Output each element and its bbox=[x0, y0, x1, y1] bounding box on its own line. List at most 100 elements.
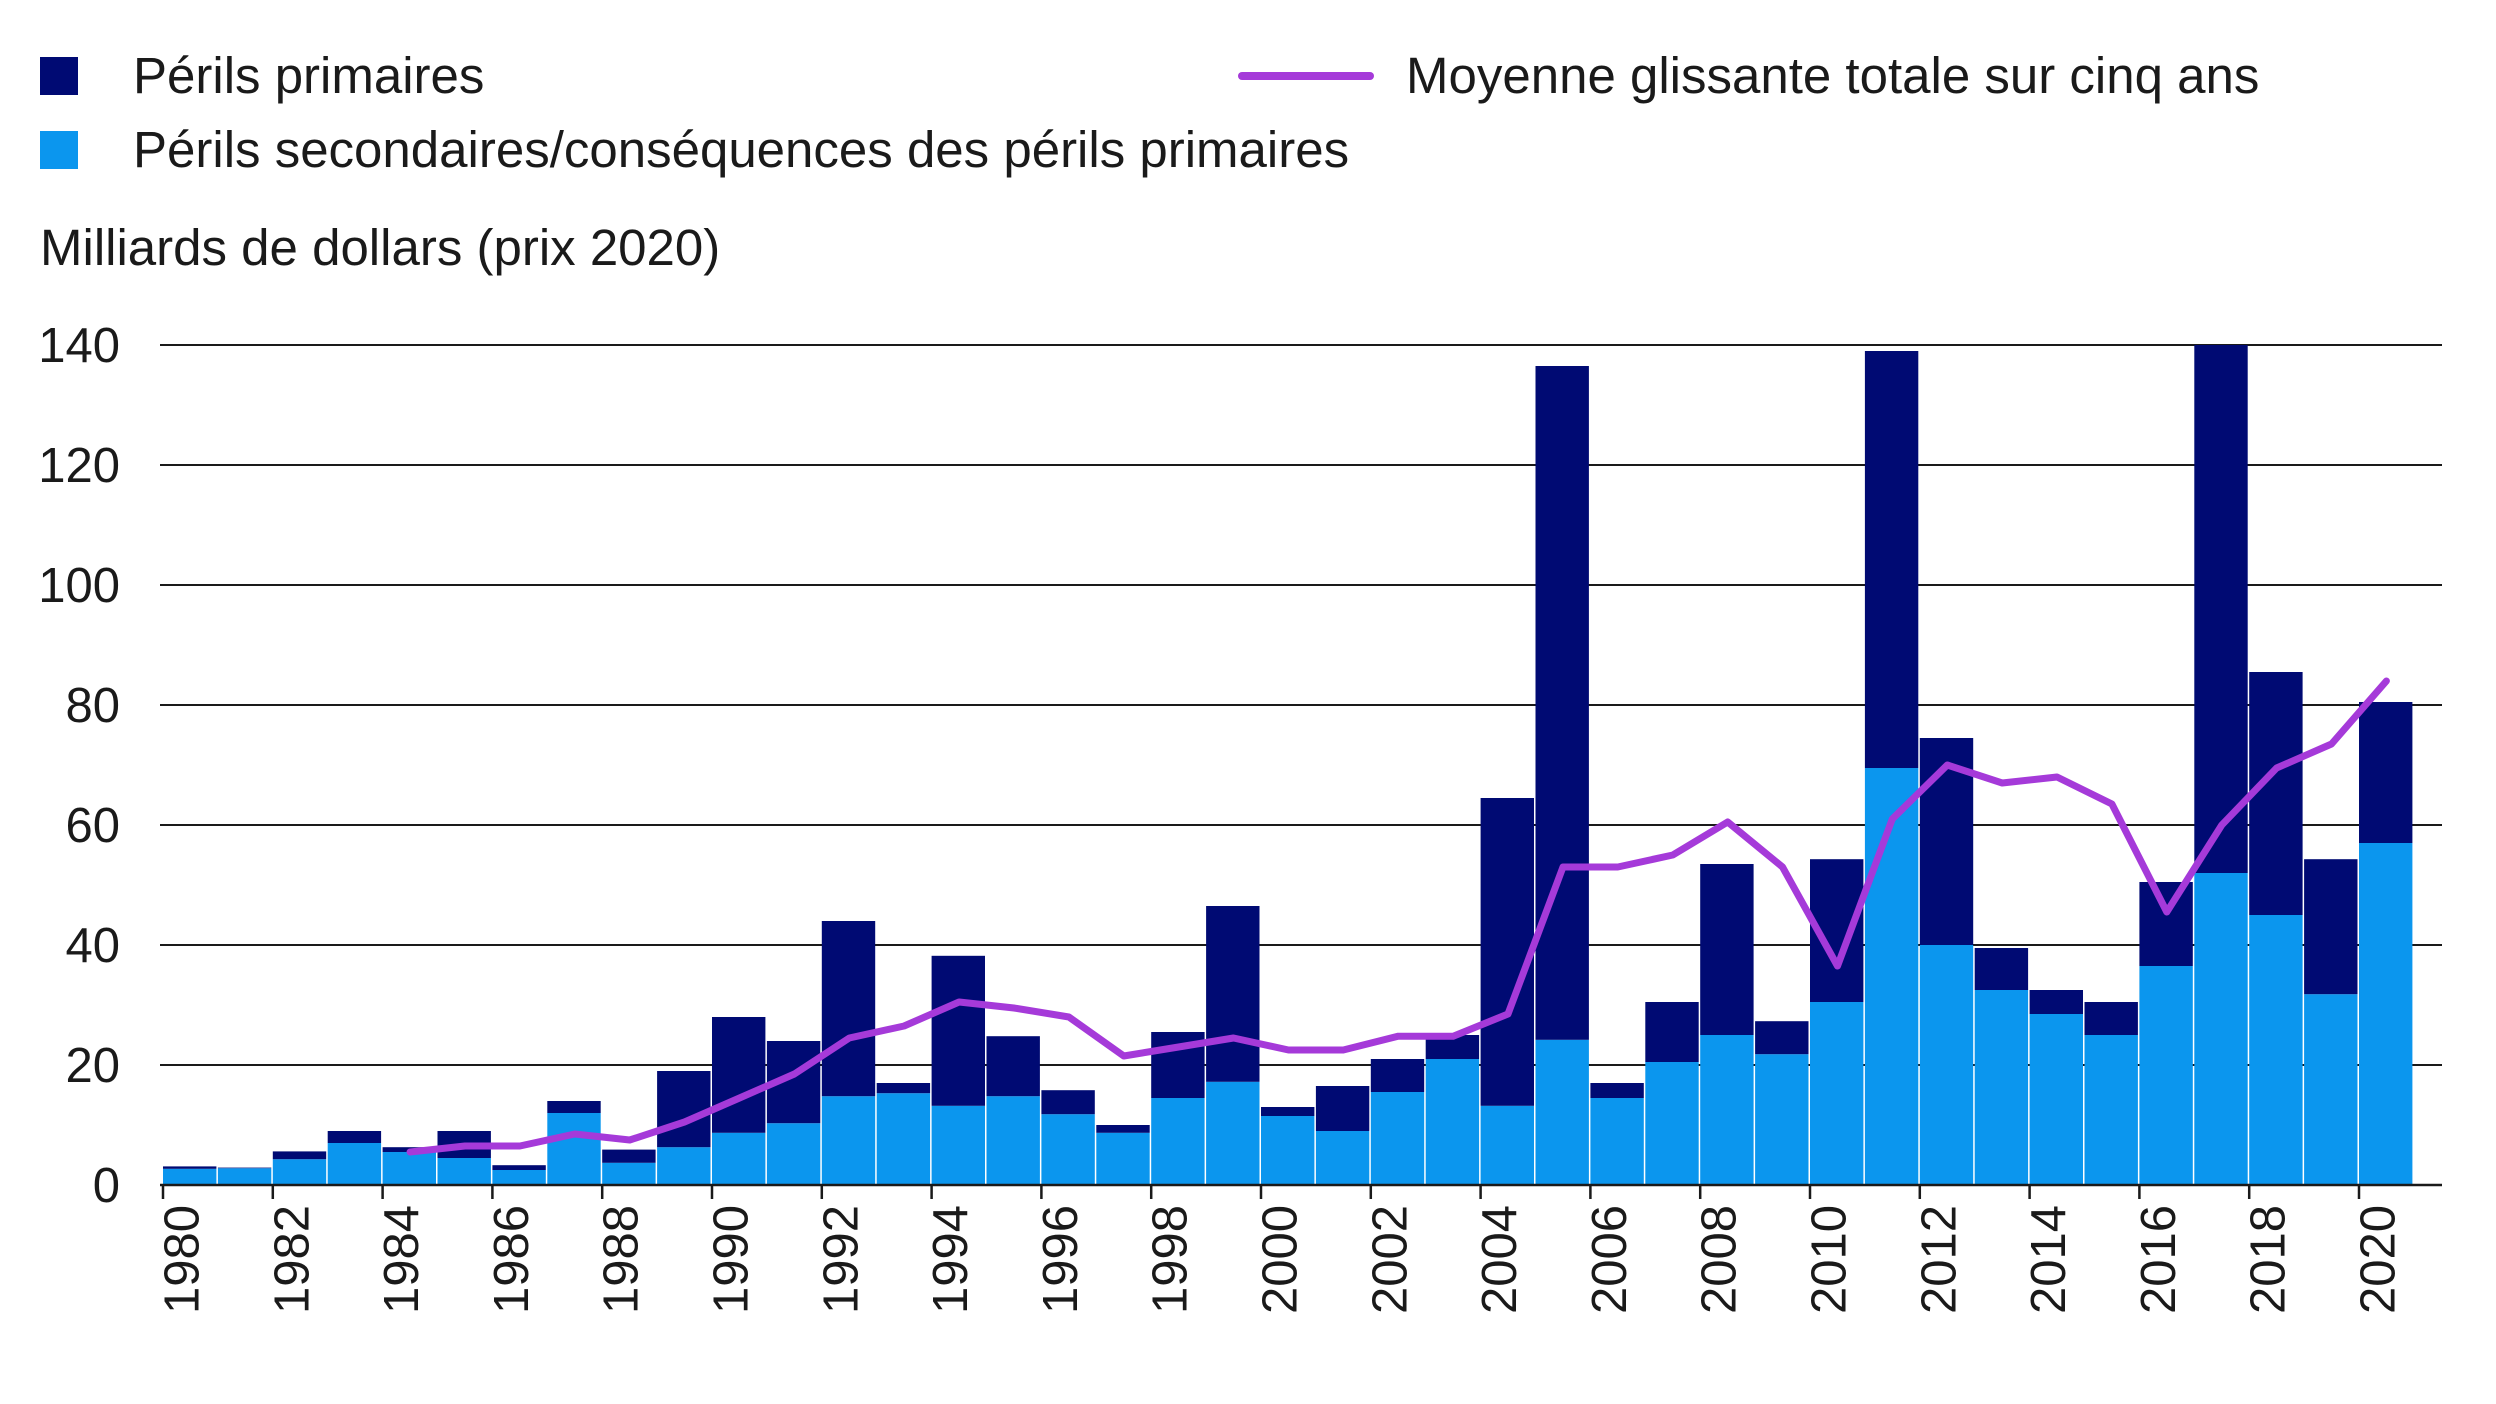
legend-label-primary: Périls primaires bbox=[133, 47, 485, 104]
bar-primary bbox=[217, 1167, 272, 1169]
legend-swatch-average bbox=[1238, 71, 1374, 80]
bar-secondary bbox=[1041, 1114, 1095, 1185]
bar-secondary bbox=[217, 1168, 272, 1185]
bar-primary bbox=[821, 921, 876, 1097]
bar-primary bbox=[1096, 1125, 1150, 1133]
bar-primary bbox=[1645, 1002, 1699, 1062]
x-tick-label: 1988 bbox=[595, 1205, 649, 1314]
y-tick-label: 40 bbox=[65, 919, 120, 973]
bar-secondary bbox=[1151, 1098, 1205, 1185]
bar-secondary bbox=[766, 1123, 821, 1185]
x-tick-label: 2018 bbox=[2242, 1205, 2296, 1314]
bar-primary bbox=[1974, 948, 2029, 990]
bar-secondary bbox=[382, 1152, 436, 1185]
bar-primary bbox=[2029, 990, 2083, 1014]
bar-secondary bbox=[1810, 1002, 1864, 1185]
x-tick-label: 2010 bbox=[1802, 1205, 1856, 1314]
bar-primary bbox=[2139, 882, 2193, 966]
bar-secondary bbox=[1480, 1105, 1534, 1185]
x-tick-label: 1986 bbox=[485, 1205, 539, 1314]
bar-primary bbox=[272, 1151, 327, 1160]
y-tick-label: 0 bbox=[93, 1159, 120, 1213]
bar-secondary bbox=[1590, 1098, 1644, 1185]
bar-secondary bbox=[2249, 915, 2303, 1185]
y-axis-label: Milliards de dollars (prix 2020) bbox=[40, 219, 721, 276]
bar-secondary bbox=[2359, 843, 2413, 1185]
x-tick-label: 1992 bbox=[814, 1205, 868, 1314]
bar-primary bbox=[1864, 351, 1919, 768]
bar-secondary bbox=[1700, 1035, 1754, 1185]
x-tick-label: 1994 bbox=[924, 1205, 978, 1314]
bar-primary bbox=[712, 1017, 766, 1133]
x-tick-label: 2008 bbox=[1693, 1205, 1747, 1314]
bar-primary bbox=[492, 1165, 546, 1170]
legend-primary: Périls primaires bbox=[40, 46, 484, 105]
y-tick-label: 80 bbox=[65, 679, 120, 733]
bar-primary bbox=[1370, 1059, 1425, 1092]
bar-secondary bbox=[986, 1096, 1040, 1185]
legend-label-average: Moyenne glissante totale sur cinq ans bbox=[1406, 47, 2260, 104]
bar-secondary bbox=[1206, 1081, 1260, 1185]
legend-label-secondary: Périls secondaires/conséquences des péri… bbox=[133, 121, 1350, 178]
y-tick-label: 20 bbox=[65, 1039, 120, 1093]
bar-primary bbox=[2359, 702, 2413, 843]
x-tick-label: 2004 bbox=[1473, 1205, 1527, 1314]
x-tick-label: 1980 bbox=[155, 1205, 209, 1314]
bar-primary bbox=[657, 1071, 711, 1148]
bar-secondary bbox=[2304, 994, 2358, 1185]
x-tick-label: 1984 bbox=[375, 1205, 429, 1314]
legend-secondary: Périls secondaires/conséquences des péri… bbox=[40, 120, 1349, 179]
bar-primary bbox=[1590, 1083, 1644, 1098]
bar-secondary bbox=[1096, 1132, 1150, 1185]
bar-secondary bbox=[1261, 1116, 1315, 1185]
bar-secondary bbox=[602, 1162, 656, 1185]
bar-secondary bbox=[657, 1147, 711, 1185]
bar-secondary bbox=[437, 1158, 491, 1185]
bar-primary bbox=[986, 1036, 1040, 1097]
x-tick-label: 2020 bbox=[2351, 1205, 2405, 1314]
bar-secondary bbox=[1974, 990, 2029, 1185]
bar-primary bbox=[163, 1166, 217, 1169]
bar-secondary bbox=[1755, 1054, 1809, 1185]
bar-secondary bbox=[1645, 1062, 1699, 1185]
x-tick-label: 2002 bbox=[1363, 1205, 1417, 1314]
bar-primary bbox=[2194, 345, 2248, 873]
bar-primary bbox=[602, 1149, 656, 1163]
bar-primary bbox=[1261, 1107, 1315, 1116]
bar-secondary bbox=[712, 1132, 766, 1185]
bar-secondary bbox=[821, 1096, 876, 1185]
legend-average: Moyenne glissante totale sur cinq ans bbox=[1238, 46, 2259, 105]
x-tick-label: 2016 bbox=[2132, 1205, 2186, 1314]
x-tick-label: 1998 bbox=[1144, 1205, 1198, 1314]
bar-secondary bbox=[2084, 1035, 2138, 1185]
bar-primary bbox=[1041, 1090, 1095, 1115]
bar-secondary bbox=[1425, 1059, 1480, 1185]
bar-primary bbox=[2304, 859, 2358, 995]
legend-swatch-secondary bbox=[40, 130, 78, 169]
bar-secondary bbox=[2194, 873, 2248, 1185]
y-tick-label: 120 bbox=[38, 439, 120, 493]
bar-primary bbox=[1755, 1021, 1809, 1055]
bar-primary bbox=[327, 1131, 382, 1143]
bar-secondary bbox=[1864, 768, 1919, 1185]
moving-average-line bbox=[406, 677, 2390, 1156]
bar-primary bbox=[547, 1101, 601, 1113]
legend-swatch-primary bbox=[40, 56, 78, 95]
bar-primary bbox=[876, 1083, 931, 1094]
bar-primary bbox=[1700, 864, 1754, 1035]
bar-primary bbox=[1315, 1086, 1370, 1131]
x-tick-label: 2000 bbox=[1253, 1205, 1307, 1314]
bar-secondary bbox=[163, 1168, 217, 1185]
x-tick-label: 2006 bbox=[1583, 1205, 1637, 1314]
bar-secondary bbox=[2029, 1014, 2083, 1185]
bar-secondary bbox=[931, 1105, 985, 1185]
bar-primary bbox=[1535, 366, 1589, 1040]
bar-secondary bbox=[492, 1170, 546, 1185]
bar-primary bbox=[2249, 672, 2303, 915]
y-tick-label: 100 bbox=[38, 559, 120, 613]
bar-secondary bbox=[876, 1093, 931, 1185]
x-tick-label: 1982 bbox=[265, 1205, 319, 1314]
bar-secondary bbox=[547, 1113, 601, 1185]
bar-secondary bbox=[2139, 966, 2193, 1185]
